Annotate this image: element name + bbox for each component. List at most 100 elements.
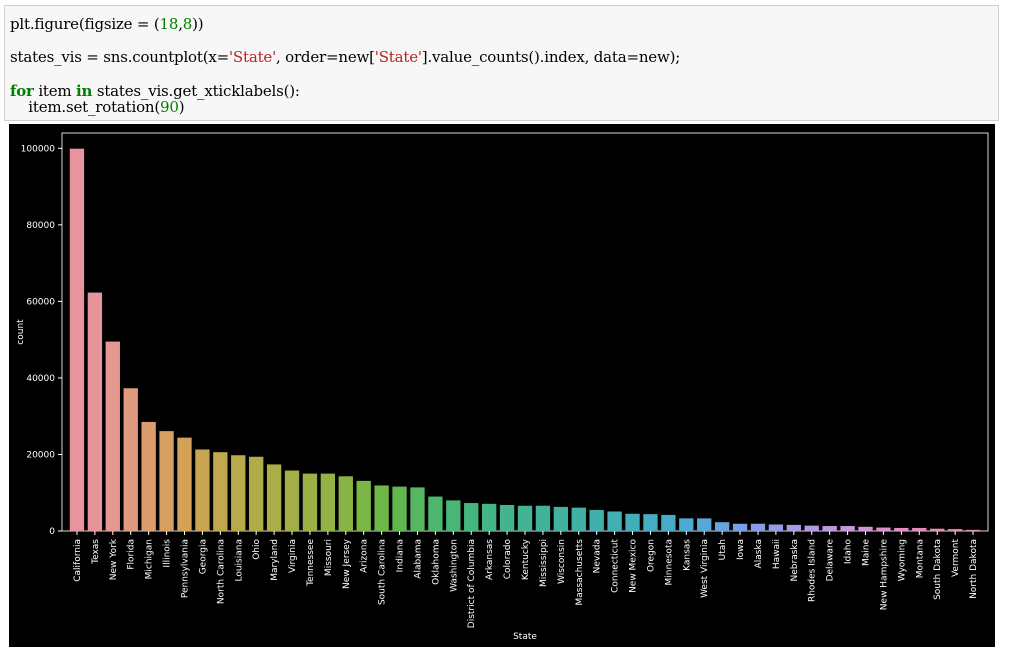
x-tick-label: Delaware <box>826 539 836 582</box>
bar-west-virginia <box>697 518 712 531</box>
bar-chart: 0 20000 40000 60000 80000 100000 California Te… <box>16 132 989 642</box>
bar-indiana <box>392 486 407 531</box>
x-axis-label: State <box>513 632 537 642</box>
x-tick-label: Tennessee <box>306 539 316 587</box>
y-tick-label: 0 <box>49 527 55 537</box>
bar-hawaii <box>768 524 784 531</box>
x-tick-label: South Carolina <box>378 539 388 605</box>
bar-missouri <box>320 473 336 531</box>
x-tick-label: Massachusetts <box>575 539 585 606</box>
x-tick-label: Indiana <box>396 539 406 572</box>
bar-alaska <box>750 523 766 531</box>
bar-north-carolina <box>213 452 228 531</box>
code-text: states_vis = sns.countplot(x= <box>10 48 229 66</box>
code-number: 8 <box>182 15 193 33</box>
bar-arizona <box>356 480 371 531</box>
bar-maine <box>858 526 873 531</box>
x-tick-label: Ohio <box>252 539 262 560</box>
x-tick-label: New Hampshire <box>879 539 889 611</box>
code-text: plt.figure(figsize = ( <box>10 15 160 33</box>
y-axis: 0 20000 40000 60000 80000 100000 <box>21 144 62 537</box>
x-tick-label: New Mexico <box>629 539 639 593</box>
bar-oregon <box>643 514 658 531</box>
x-tick-label: Virginia <box>288 539 298 573</box>
bar-new-jersey <box>338 476 353 531</box>
bar-mississippi <box>535 505 551 531</box>
bar-california <box>69 148 85 532</box>
x-tick-label: Montana <box>915 539 925 578</box>
code-text: ].value_counts().index, data=new); <box>421 48 681 66</box>
code-text: states_vis.get_xticklabels(): <box>92 82 300 100</box>
code-text: ) <box>178 98 185 116</box>
bar-utah <box>714 522 730 531</box>
bar-iowa <box>732 523 748 531</box>
bar-kentucky <box>517 505 533 531</box>
x-tick-label: Washington <box>449 539 459 592</box>
bar-florida <box>123 388 138 531</box>
x-tick-label: Mississippi <box>539 539 549 587</box>
bar-montana <box>912 527 927 531</box>
x-tick-label: North Dakota <box>969 539 979 599</box>
bar-tennessee <box>302 473 318 531</box>
x-tick-label: Arizona <box>360 539 370 573</box>
x-tick-label: Kentucky <box>521 538 531 580</box>
bar-virginia <box>284 470 300 531</box>
bar-district-of-columbia <box>464 503 479 531</box>
bar-nevada <box>589 509 604 531</box>
bar-connecticut <box>607 511 622 531</box>
bar-south-carolina <box>374 485 389 531</box>
code-cell[interactable]: plt.figure(figsize = (18,8)) states_vis … <box>4 5 999 121</box>
code-number: 18 <box>159 15 179 33</box>
x-tick-label: Oklahoma <box>431 539 441 585</box>
bar-wyoming <box>894 527 909 531</box>
x-tick-label: Georgia <box>198 539 208 574</box>
x-tick-label: Minnesota <box>664 539 674 585</box>
code-text: item.set_rotation( <box>10 98 161 116</box>
bar-delaware <box>822 526 837 531</box>
code-string: 'State' <box>229 48 276 66</box>
x-tick-label: Utah <box>718 539 728 560</box>
x-tick-label: Nebraska <box>790 539 800 581</box>
y-tick-label: 40000 <box>26 374 55 384</box>
x-tick-label: Alabama <box>413 539 423 579</box>
bar-minnesota <box>661 514 676 531</box>
x-tick-label: Arkansas <box>485 539 495 580</box>
x-tick-label: District of Columbia <box>467 539 477 628</box>
x-axis: California Texas New York Florida Michigan Il… <box>73 531 979 628</box>
bar-rhodes-island <box>804 525 819 531</box>
bar-ohio <box>249 456 264 531</box>
bar-vermont <box>947 529 963 531</box>
x-tick-label: Colorado <box>503 539 513 580</box>
code-line-2: states_vis = sns.countplot(x='State', or… <box>10 48 680 66</box>
code-text: item <box>33 82 77 100</box>
bar-illinois <box>159 431 174 531</box>
bar-kansas <box>679 518 694 531</box>
code-line-4: item.set_rotation(90) <box>10 98 184 116</box>
code-keyword: in <box>76 82 93 100</box>
x-tick-label: Idaho <box>844 539 854 565</box>
x-tick-label: Illinois <box>163 539 173 568</box>
x-tick-label: West Virginia <box>700 539 710 598</box>
x-tick-label: Pennsylvania <box>180 539 190 598</box>
bar-michigan <box>141 421 156 531</box>
code-string: 'State' <box>374 48 422 66</box>
x-tick-label: Missouri <box>324 539 334 576</box>
bar-new-mexico <box>625 513 640 531</box>
x-tick-label: North Carolina <box>216 539 226 604</box>
x-tick-label: Kansas <box>682 539 692 571</box>
bar-south-dakota <box>930 528 945 531</box>
code-number: 90 <box>160 98 179 116</box>
x-tick-label: Iowa <box>736 539 746 560</box>
x-tick-label: Nevada <box>593 539 603 573</box>
bar-georgia <box>195 449 210 531</box>
x-tick-label: Maryland <box>270 539 280 581</box>
bar-idaho <box>840 526 855 531</box>
bar-new-york <box>105 341 120 531</box>
bar-wisconsin <box>553 506 569 531</box>
bar-oklahoma <box>428 496 443 531</box>
x-tick-label: Rhodes Island <box>808 539 818 602</box>
y-tick-label: 100000 <box>21 144 56 154</box>
chart-output: 0 20000 40000 60000 80000 100000 California Te… <box>9 124 995 647</box>
bar-pennsylvania <box>177 437 192 531</box>
x-tick-label: Oregon <box>646 539 656 572</box>
